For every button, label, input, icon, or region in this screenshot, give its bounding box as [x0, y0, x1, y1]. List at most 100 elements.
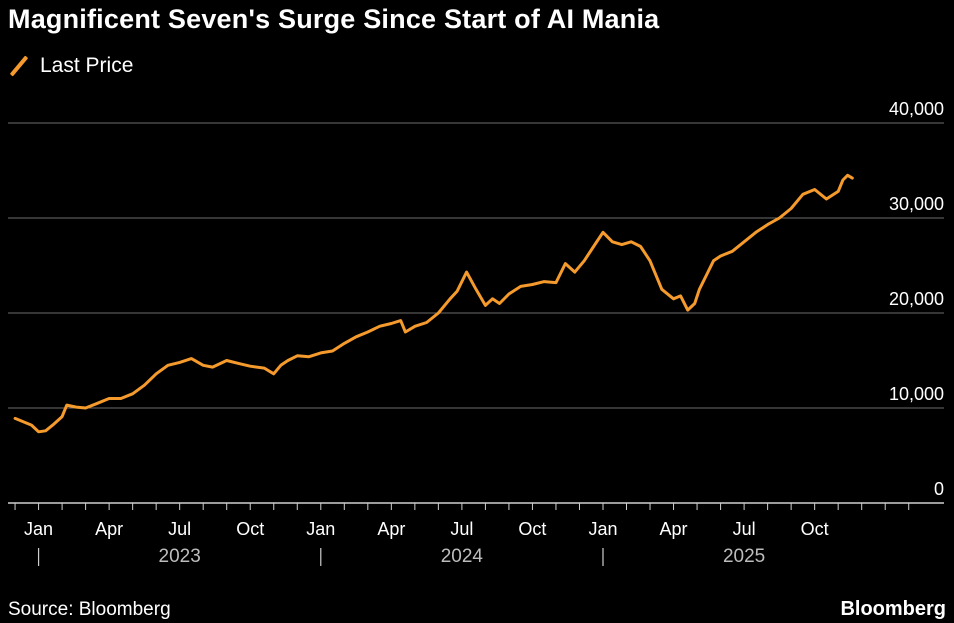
- data-point: [280, 364, 282, 367]
- data-point: [755, 231, 757, 234]
- data-point: [825, 198, 828, 200]
- x-tick-label: Jan: [306, 519, 335, 539]
- data-point: [296, 355, 299, 357]
- y-tick-label: 0: [934, 479, 944, 499]
- data-point: [30, 424, 33, 426]
- data-point: [621, 243, 623, 246]
- data-point: [51, 424, 54, 426]
- data-point: [531, 283, 534, 286]
- data-point: [437, 312, 440, 314]
- year-label: 2024: [441, 546, 484, 567]
- data-point: [778, 217, 781, 219]
- data-point: [202, 364, 204, 367]
- data-point: [37, 431, 40, 433]
- data-point: [686, 309, 689, 311]
- data-point: [790, 207, 792, 210]
- data-point: [378, 325, 381, 328]
- data-point: [190, 357, 193, 360]
- x-tick-label: Apr: [660, 519, 688, 539]
- data-point: [574, 271, 576, 273]
- year-label: 2025: [723, 546, 765, 567]
- x-tick-label: Jul: [733, 519, 756, 539]
- data-point: [178, 361, 181, 364]
- data-point: [308, 355, 310, 358]
- data-point: [661, 288, 663, 291]
- data-point: [355, 336, 357, 338]
- x-axis: Jan Apr Jul Oct Jan Apr Jul Oct Jan Apr Jul Oct 2023…: [8, 502, 944, 567]
- legend: Last Price: [8, 54, 133, 78]
- data-point: [404, 331, 407, 333]
- data-point: [842, 179, 844, 181]
- data-point: [249, 365, 251, 368]
- data-point: [846, 174, 849, 177]
- data-point: [766, 223, 769, 226]
- y-tick-label: 40,000: [889, 99, 944, 119]
- data-point: [508, 293, 510, 295]
- brand-logo: Bloomberg: [840, 598, 946, 620]
- data-point: [320, 352, 322, 354]
- data-point: [484, 304, 487, 307]
- series-layer: [13, 173, 854, 434]
- x-tick-label: Apr: [95, 519, 123, 539]
- data-point: [679, 295, 682, 297]
- data-point: [465, 271, 468, 273]
- data-point: [225, 359, 228, 362]
- data-point: [14, 417, 16, 420]
- data-point: [672, 298, 675, 300]
- data-point: [414, 325, 416, 328]
- x-tick-label: Apr: [377, 519, 405, 539]
- data-point: [96, 402, 99, 405]
- data-point: [367, 331, 369, 333]
- data-point: [719, 255, 722, 257]
- data-point: [802, 193, 804, 196]
- data-point: [23, 421, 26, 424]
- data-point: [498, 302, 501, 305]
- data-point: [399, 319, 402, 322]
- y-tick-label: 30,000: [889, 194, 944, 214]
- data-point: [611, 241, 614, 243]
- data-point: [108, 397, 110, 400]
- data-point: [131, 393, 134, 395]
- data-point: [75, 406, 77, 408]
- data-point: [211, 366, 214, 368]
- x-tick-label: Jul: [450, 519, 473, 539]
- data-point: [475, 288, 477, 291]
- source-note: Source: Bloomberg: [8, 599, 171, 620]
- data-point: [813, 188, 816, 191]
- data-point: [61, 415, 63, 418]
- data-point: [167, 364, 169, 367]
- data-point: [743, 241, 745, 243]
- data-point: [519, 285, 522, 288]
- data-point: [449, 298, 451, 300]
- data-point: [390, 322, 393, 325]
- x-tick-label: Jan: [588, 519, 617, 539]
- data-point: [66, 404, 68, 406]
- data-point: [44, 430, 47, 432]
- y-axis-ticks: 40,000 30,000 20,000 10,000 0: [889, 99, 944, 499]
- data-point: [712, 260, 715, 262]
- data-point: [639, 245, 642, 248]
- data-point: [331, 350, 334, 352]
- data-point: [237, 362, 240, 365]
- x-tick-label: Jul: [168, 519, 191, 539]
- data-point: [343, 342, 346, 345]
- data-point: [705, 274, 708, 276]
- series-line-last-price: [13, 173, 854, 434]
- data-point: [649, 260, 651, 262]
- legend-label: Last Price: [40, 54, 134, 77]
- data-point: [425, 321, 428, 324]
- data-point: [602, 231, 604, 234]
- data-point: [272, 373, 275, 375]
- x-tick-label: Jan: [24, 519, 53, 539]
- data-point: [491, 298, 494, 300]
- data-point: [555, 281, 557, 284]
- data-point: [592, 245, 595, 248]
- data-point: [731, 250, 734, 253]
- data-point: [287, 359, 289, 362]
- data-point: [837, 190, 839, 193]
- y-tick-label: 10,000: [889, 384, 944, 404]
- chart-title: Magnificent Seven's Surge Since Start of…: [8, 4, 660, 34]
- data-point: [583, 260, 585, 262]
- data-point: [143, 384, 146, 387]
